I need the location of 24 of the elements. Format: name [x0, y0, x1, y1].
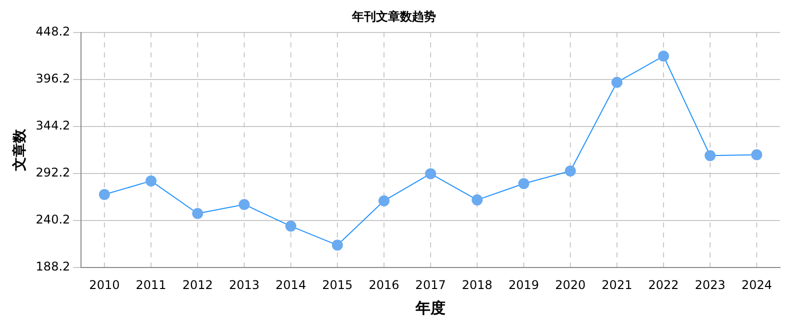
x-tick-label: 2020	[555, 278, 586, 292]
y-tick-label: 188.2	[36, 260, 70, 274]
y-axis-title: 文章数	[11, 128, 28, 172]
y-tick-label: 292.2	[36, 166, 70, 180]
x-tick-label: 2011	[136, 278, 166, 292]
y-tick-label: 344.2	[36, 118, 70, 133]
x-tick-label: 2010	[89, 278, 120, 292]
x-tick-label: 2023	[694, 278, 726, 292]
x-tick-label: 2017	[415, 278, 446, 292]
y-tick-label: 240.2	[36, 212, 70, 227]
x-axis-title: 年度	[414, 298, 446, 317]
x-tick-label: 2022	[648, 278, 679, 292]
x-tick-label: 2015	[322, 278, 353, 292]
x-tick-label: 2018	[462, 278, 492, 292]
y-tick-label: 396.2	[36, 72, 70, 86]
x-tick-label: 2016	[368, 278, 400, 292]
x-tick-label: 2024	[741, 278, 772, 292]
x-tick-label: 2021	[602, 278, 632, 292]
x-tick-label: 2012	[182, 278, 213, 292]
y-tick-label: 448.2	[36, 24, 70, 39]
chart-title: 年刊文章数趋势	[351, 9, 436, 24]
x-tick-label: 2013	[228, 278, 260, 292]
x-tick-label: 2019	[508, 278, 540, 292]
x-tick-label: 2014	[276, 278, 306, 292]
